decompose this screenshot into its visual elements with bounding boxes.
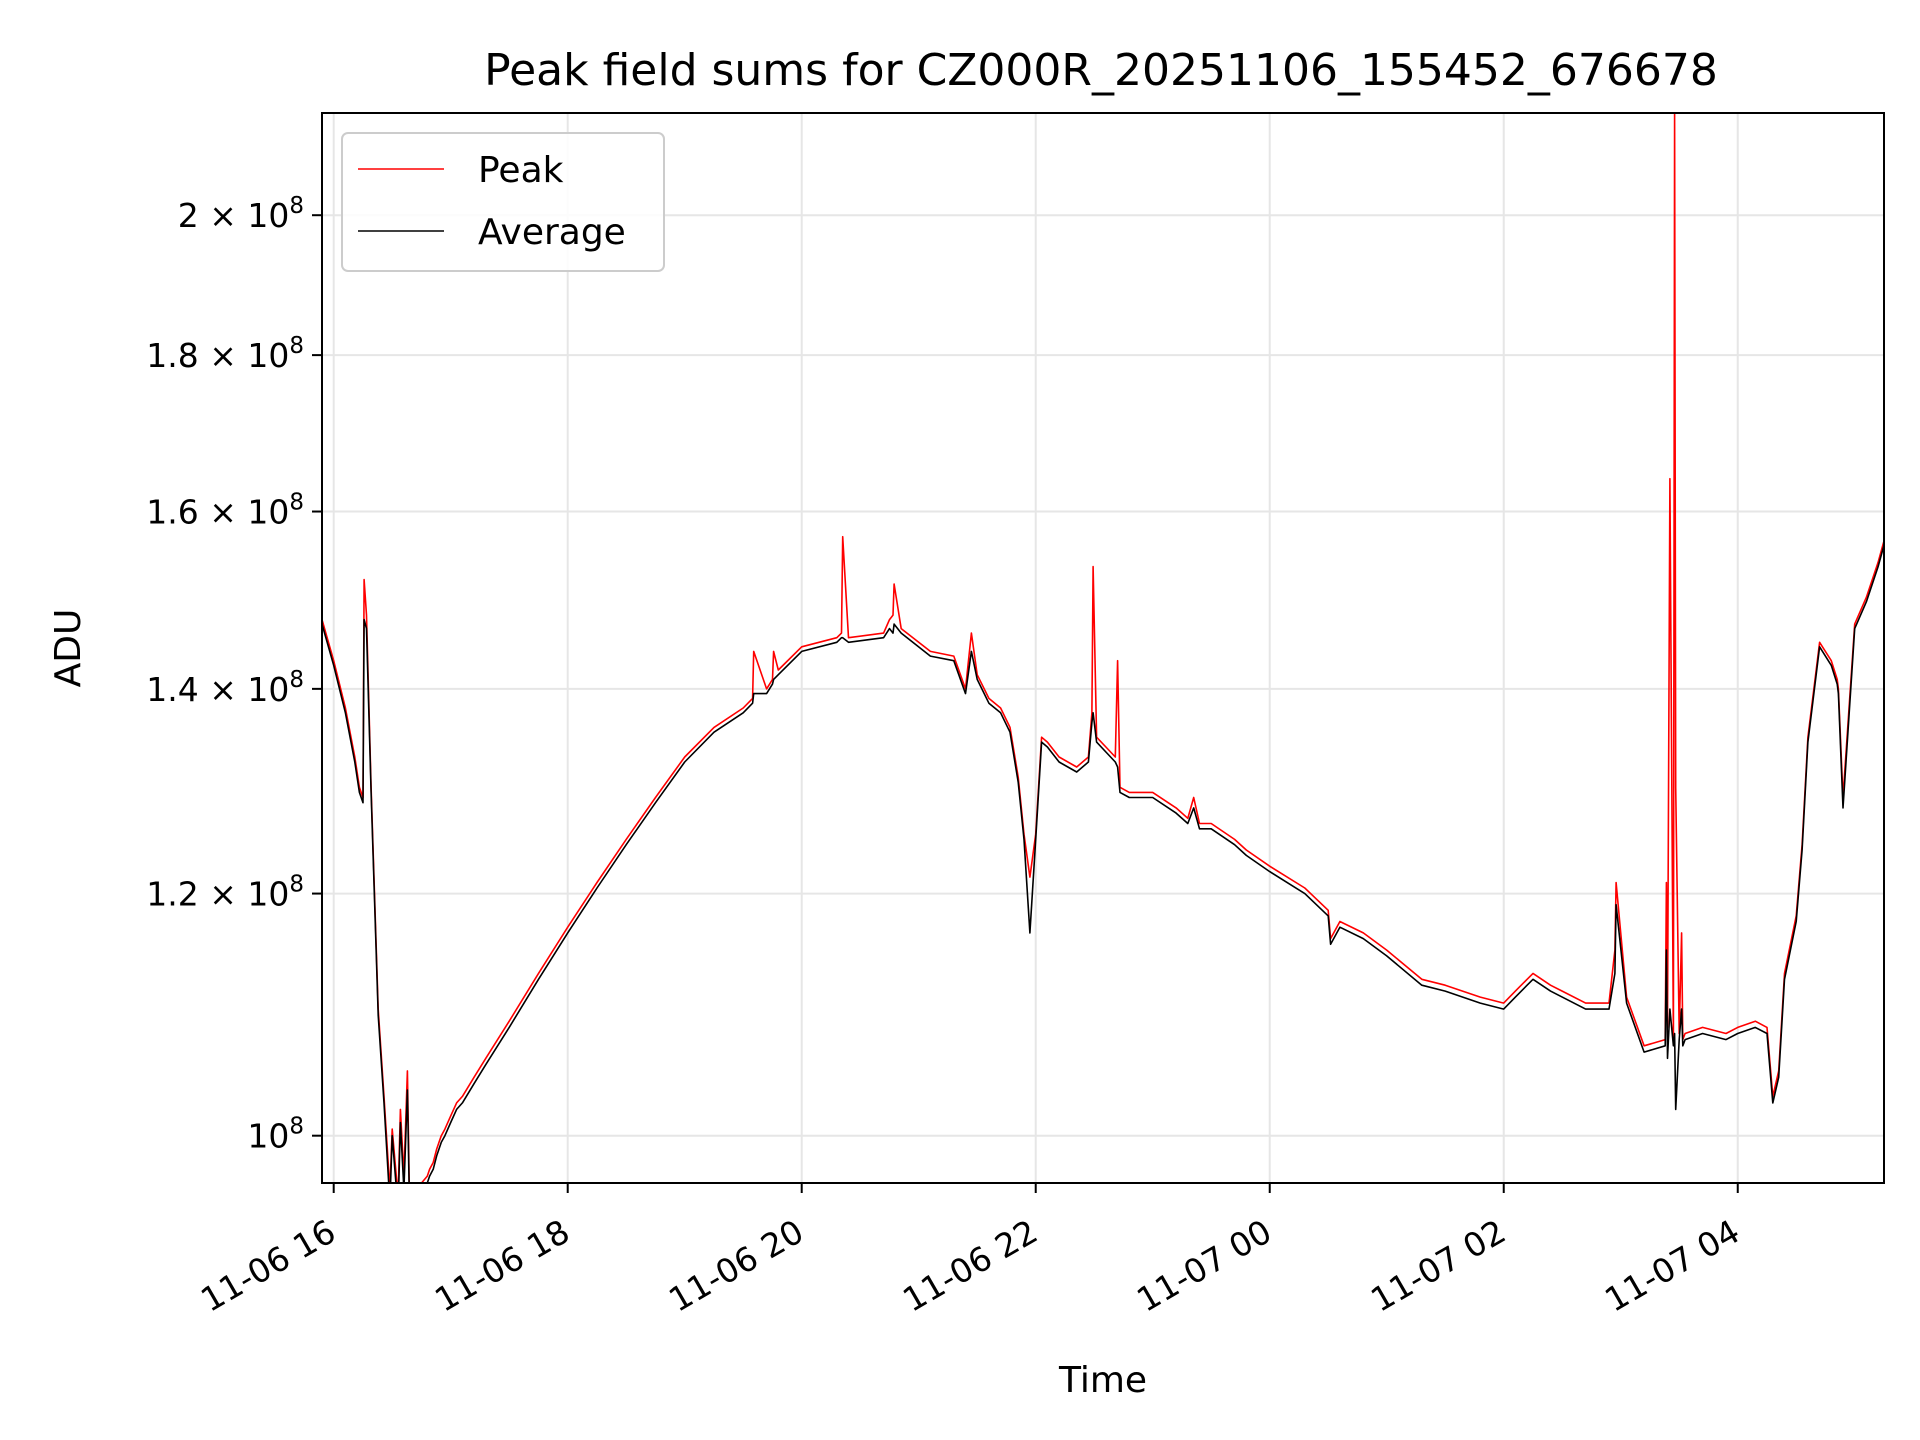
y-tick-label: 1.8 × 108 [146,333,304,375]
plot-frame [321,112,1885,1184]
series-line-average [322,544,1884,1183]
y-tick-mantissa: 1.8 × 10 [146,336,289,375]
y-tick-exponent: 8 [289,667,304,693]
y-tick-exponent: 8 [289,490,304,516]
y-tick-label: 1.6 × 108 [146,490,304,532]
y-tick-mantissa: 1.6 × 10 [146,493,289,532]
y-tick-mantissa: 1.2 × 10 [146,875,289,914]
gridlines [322,113,1884,1183]
legend-label-average: Average [478,212,626,253]
y-tick-label: 108 [247,1114,304,1156]
legend-box [341,132,665,272]
series-lines [322,113,1884,1183]
x-axis-label: Time [1058,1360,1147,1401]
y-tick-exponent: 8 [289,872,304,898]
y-tick-label: 1.4 × 108 [146,667,304,709]
legend-label-peak: Peak [478,150,564,191]
y-tick-exponent: 8 [289,1114,304,1140]
y-tick-base: 10 [247,1117,289,1156]
y-axis-label: ADU [48,609,89,688]
y-tick-label: 2 × 108 [178,193,304,235]
y-tick-mantissa: 2 × 10 [178,196,290,235]
y-tick-label: 1.2 × 108 [146,872,304,914]
y-tick-exponent: 8 [289,193,304,219]
series-line-peak [322,113,1884,1183]
legend: Peak Average [341,132,665,272]
y-tick-mantissa: 1.4 × 10 [146,670,289,709]
chart-title: Peak field sums for CZ000R_20251106_1554… [484,45,1718,96]
y-tick-exponent: 8 [289,333,304,359]
